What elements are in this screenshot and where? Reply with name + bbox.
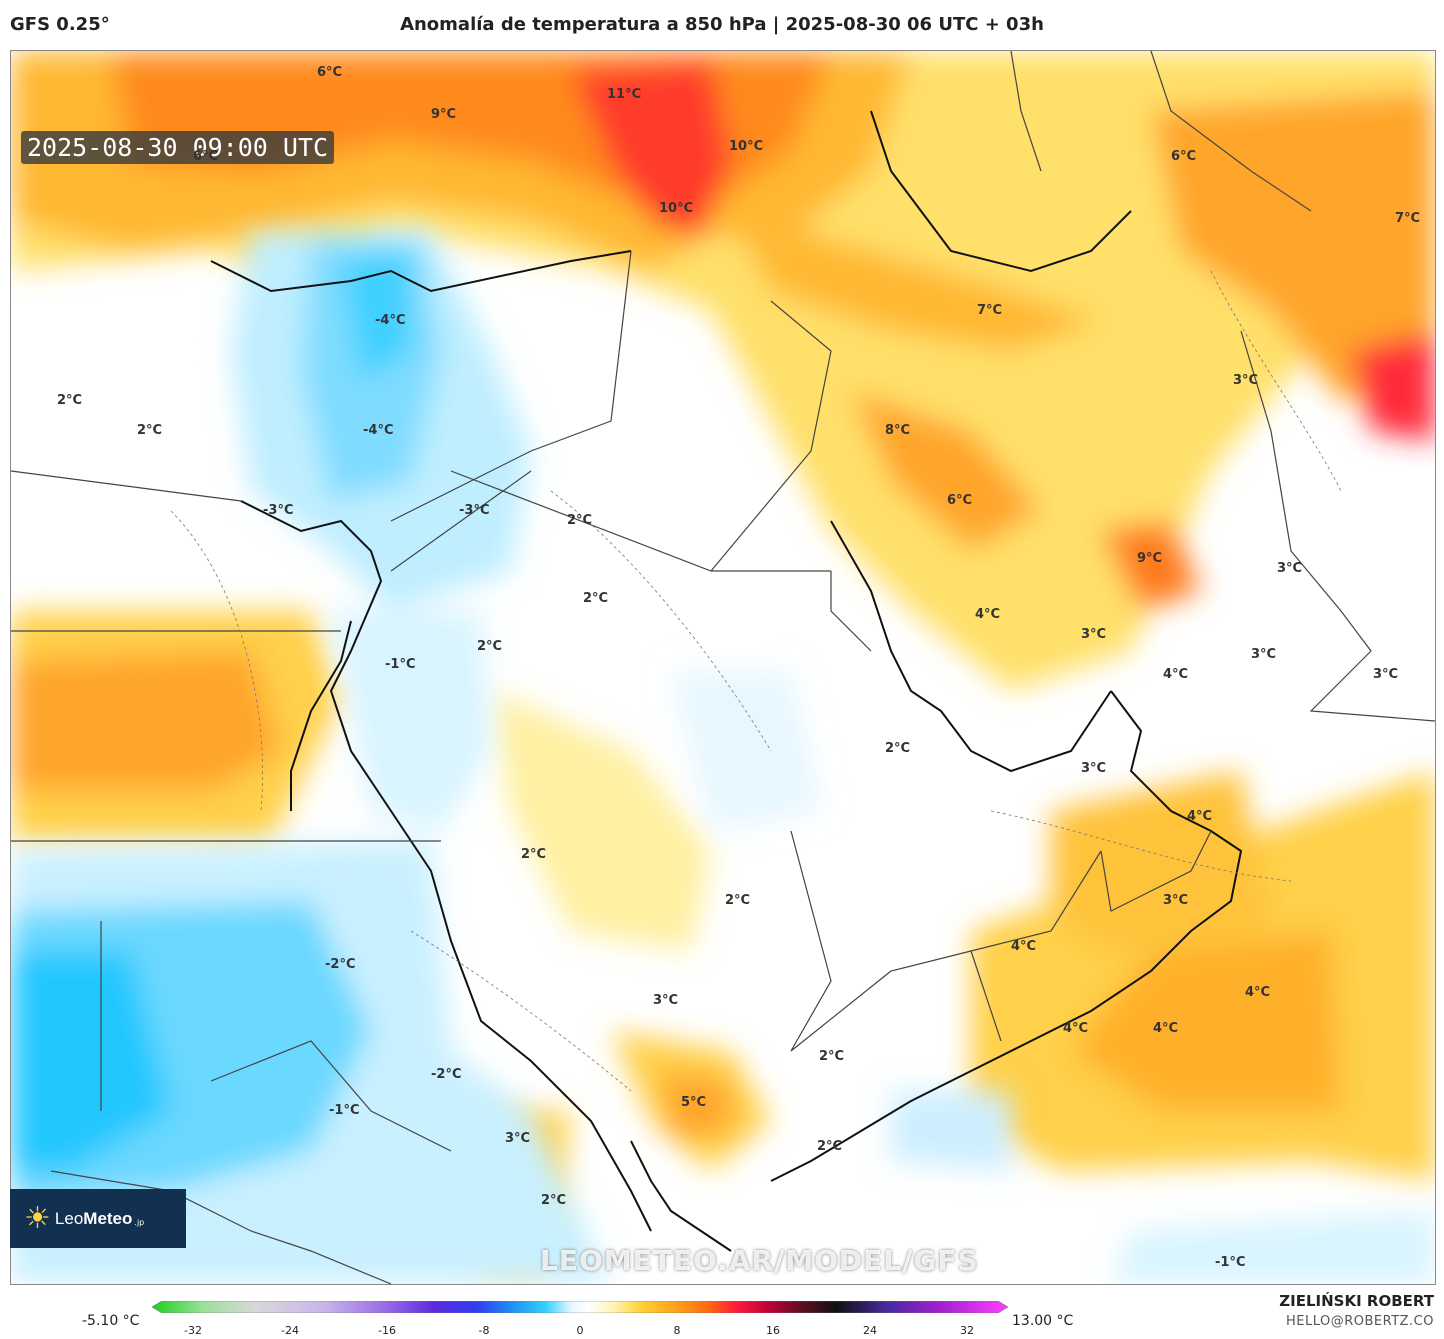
temperature-label: 2°C [819,1049,845,1064]
cold-anomaly-fields [11,231,1435,1284]
temperature-label: 4°C [1187,809,1213,824]
temperature-label: 9°C [431,107,457,122]
anomaly-map: 2025-08-30 09:00 UTC 6°C 9°C 11°C 10°C 1… [10,50,1436,1285]
temperature-label: 5°C [681,1095,707,1110]
temperature-label: -1°C [385,657,416,672]
warm-anomaly-fields [11,51,1435,1271]
site-watermark: LEOMETEO.AR/MODEL/GFS [540,1244,979,1277]
colorbar-tick: 8 [673,1324,681,1337]
temperature-label: 2°C [725,893,751,908]
temperature-label: -3°C [459,503,490,518]
colorbar-tick: 16 [766,1324,780,1337]
temperature-label: 11°C [607,87,642,102]
model-name: GFS 0.25° [10,14,110,35]
temperature-label: 2°C [477,639,503,654]
temperature-label: 3°C [1373,667,1399,682]
temperature-label: 6°C [947,493,973,508]
temperature-label: 3°C [1081,761,1107,776]
leometeo-logo: ☀ LeoMeteo .jp [10,1189,186,1248]
temperature-label: 3°C [1081,627,1107,642]
contour-lines [170,270,1342,1092]
temperature-label: 2°C [57,393,83,408]
colorbar-tick: 0 [576,1324,584,1337]
colorbar [152,1301,1008,1313]
temperature-label: -4°C [375,313,406,328]
temperature-label: 10°C [659,201,694,216]
temperature-label: -3°C [263,503,294,518]
map-canvas [11,51,1435,1284]
colorbar-tick: -16 [378,1324,396,1337]
temperature-label: 6°C [317,65,343,80]
legend-min-value: -5.10 °C [82,1313,140,1329]
logo-suffix: .jp [134,1218,145,1227]
temperature-label: 2°C [567,513,593,528]
author-email[interactable]: HELLO@ROBERTZ.CO [1285,1314,1434,1329]
temperature-label: 3°C [1233,373,1259,388]
colorbar-tick: -32 [184,1324,202,1337]
temperature-label: 3°C [1251,647,1277,662]
temperature-label: -4°C [363,423,394,438]
temperature-label: 7°C [977,303,1003,318]
temperature-label: 2°C [541,1193,567,1208]
political-borders [11,51,1435,1284]
colorbar-tick: 32 [960,1324,974,1337]
temperature-label: -1°C [1215,1255,1246,1270]
temperature-label: 2°C [817,1139,843,1154]
temperature-label: 4°C [1163,667,1189,682]
temperature-label: 4°C [1063,1021,1089,1036]
temperature-label: 6°C [1171,149,1197,164]
colorbar-tick: -8 [478,1324,490,1337]
temperature-label: 2°C [583,591,609,606]
temperature-label: -1°C [329,1103,360,1118]
temperature-label: 8°C [885,423,911,438]
temperature-label: 3°C [1277,561,1303,576]
temperature-label: 2°C [885,741,911,756]
temperature-label: 2°C [137,423,163,438]
temperature-label: 3°C [505,1131,531,1146]
sun-icon: ☀ [24,1201,51,1236]
valid-time-badge: 2025-08-30 09:00 UTC [21,131,335,164]
temperature-label: 2°C [521,847,547,862]
temperature-label: 4°C [1011,939,1037,954]
temperature-label: 10°C [729,139,764,154]
colorbar-tick: -24 [281,1324,299,1337]
author-name: ZIELIŃSKI ROBERT [1279,1292,1434,1310]
temperature-label: 4°C [1153,1021,1179,1036]
colorbar-tick: 24 [863,1324,877,1337]
map-title: Anomalía de temperatura a 850 hPa | 2025… [400,14,1044,35]
temperature-label: 7°C [1395,211,1421,226]
temperature-label: -2°C [325,957,356,972]
legend-max-value: 13.00 °C [1012,1313,1074,1329]
temperature-label: -2°C [431,1067,462,1082]
temperature-label: 4°C [975,607,1001,622]
temperature-label: 9°C [1137,551,1163,566]
logo-text: LeoMeteo [54,1208,133,1228]
temperature-label: 3°C [653,993,679,1008]
coastlines [210,110,1243,1252]
temperature-label: 4°C [1245,985,1271,1000]
temperature-label: 6°C [193,149,219,164]
temperature-label: 3°C [1163,893,1189,908]
